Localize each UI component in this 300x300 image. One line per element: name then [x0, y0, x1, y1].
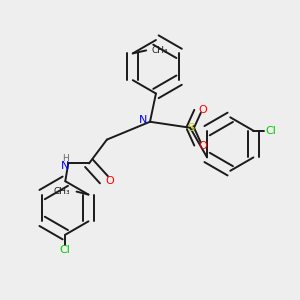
Text: N: N — [138, 115, 147, 125]
Text: O: O — [199, 105, 207, 115]
Text: O: O — [105, 176, 114, 186]
Text: Cl: Cl — [265, 126, 276, 136]
Text: N: N — [61, 161, 70, 171]
Text: S: S — [188, 123, 195, 133]
Text: H: H — [62, 154, 69, 164]
Text: O: O — [199, 140, 207, 151]
Text: CH₃: CH₃ — [53, 187, 70, 196]
Text: Cl: Cl — [60, 245, 71, 256]
Text: CH₃: CH₃ — [152, 46, 168, 55]
